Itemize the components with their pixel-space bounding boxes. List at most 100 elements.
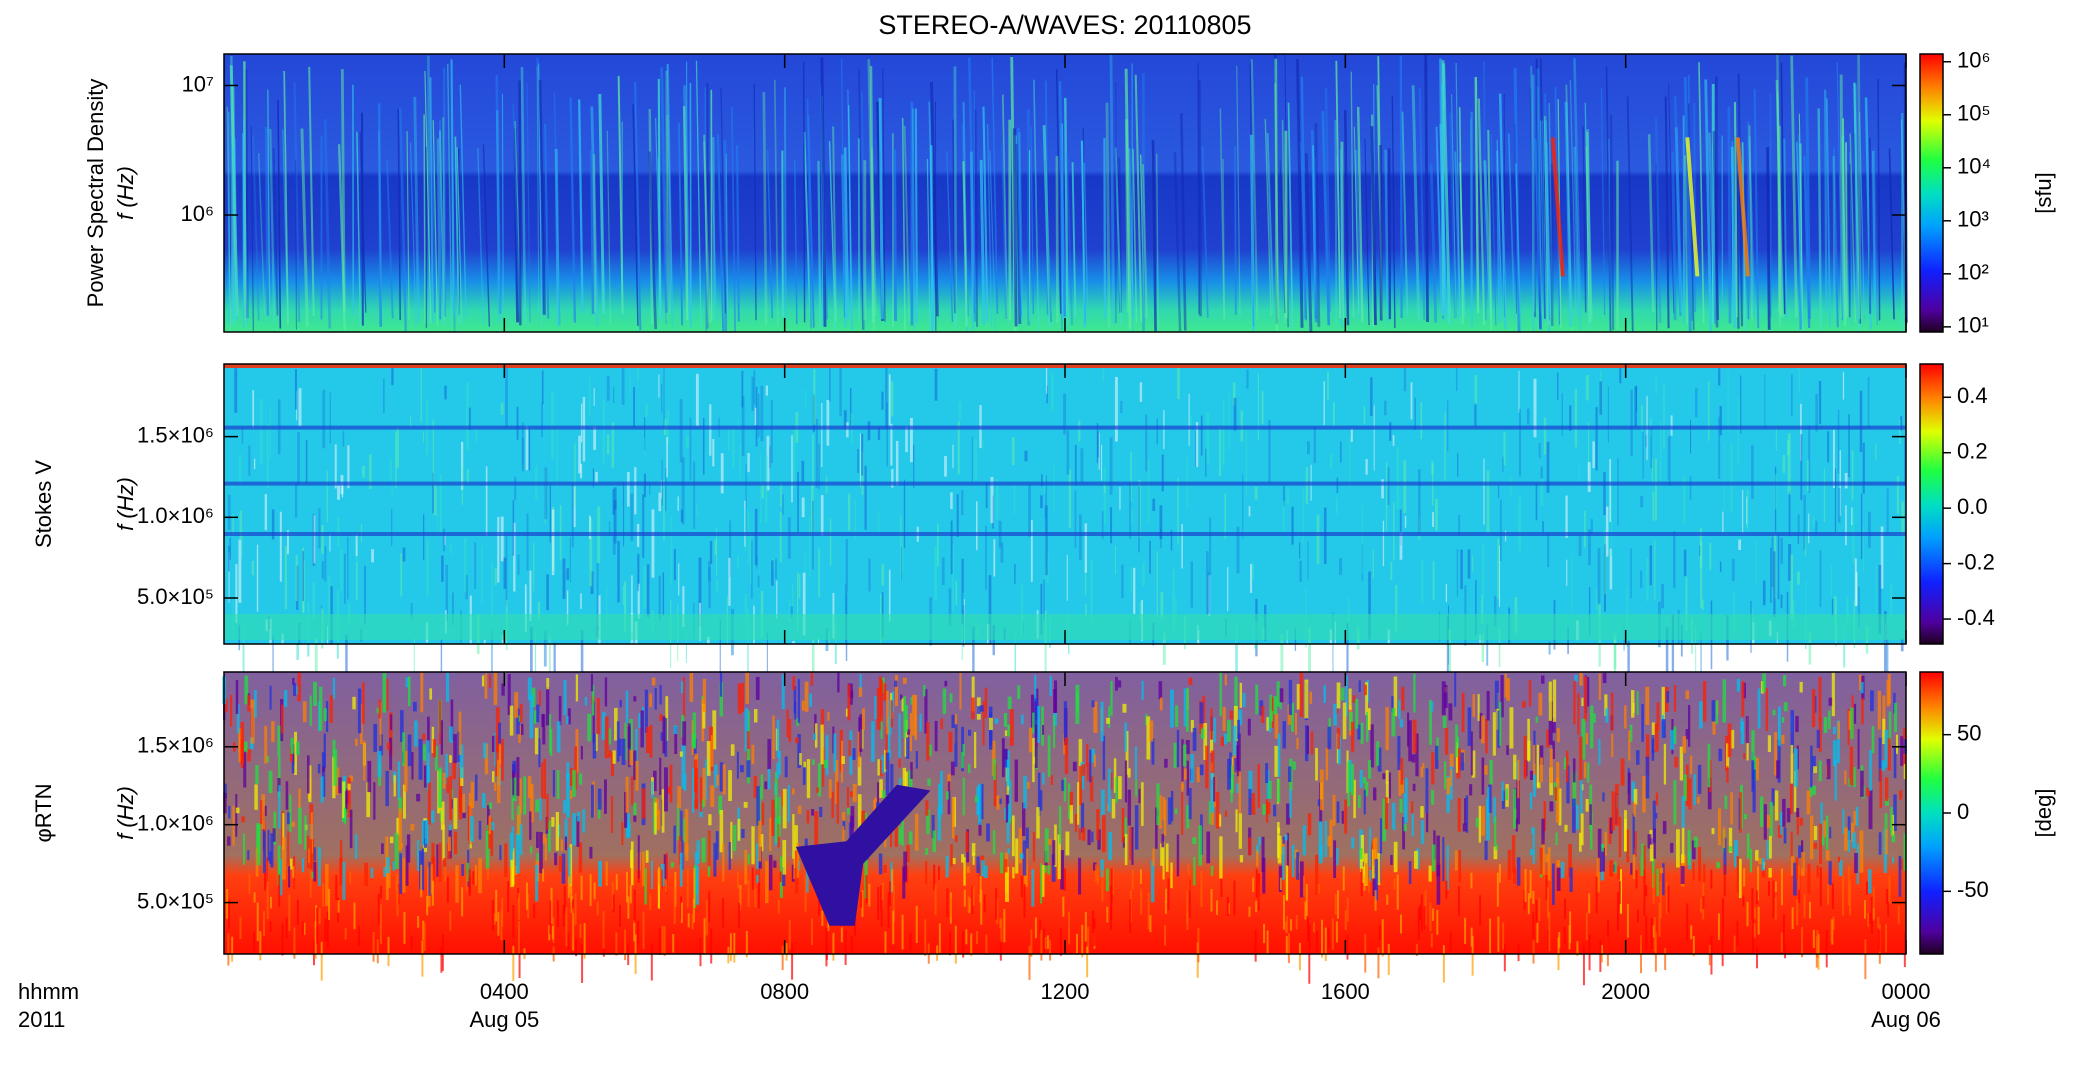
streak (1454, 151, 1462, 317)
streak (1693, 103, 1697, 313)
x-axis-label: 2011 (18, 1007, 65, 1032)
y-tick-label: 1.5×10⁶ (137, 422, 214, 447)
streak (512, 103, 521, 315)
streak (1324, 87, 1331, 313)
streak (427, 55, 431, 323)
streak (399, 107, 407, 331)
colorbar-tick-label: 10³ (1957, 207, 1989, 232)
streak (424, 71, 432, 324)
streak (1134, 74, 1143, 322)
streak (1304, 153, 1313, 332)
streak (1609, 114, 1615, 331)
streak (477, 148, 485, 326)
streak (1817, 108, 1822, 330)
streak (359, 132, 367, 313)
streak (1017, 127, 1023, 317)
streak (1065, 152, 1074, 326)
streak (666, 63, 673, 314)
colorbar-tick-label: -0.4 (1957, 605, 1995, 630)
streak (1569, 80, 1577, 318)
streak (901, 118, 906, 330)
streak (704, 87, 707, 332)
streak (682, 106, 689, 321)
streak (695, 60, 702, 329)
streak (847, 89, 854, 330)
streak (1356, 107, 1364, 322)
streak (293, 82, 301, 323)
streak (250, 126, 254, 331)
streak (1859, 112, 1865, 321)
streak (1564, 101, 1573, 327)
streak (1080, 140, 1087, 326)
streak (1033, 79, 1040, 332)
y-tick-label: 1.5×10⁶ (137, 733, 214, 758)
streak (1507, 133, 1516, 319)
streak (1353, 126, 1360, 315)
streak (1197, 62, 1200, 315)
streak (1105, 102, 1111, 328)
streak (456, 147, 463, 324)
streak (689, 83, 692, 329)
streak (1674, 127, 1683, 313)
streak (1156, 153, 1159, 328)
streak (1424, 55, 1429, 323)
streak (1114, 147, 1123, 326)
streak (1448, 112, 1458, 319)
streak (1370, 126, 1377, 326)
streak (1684, 155, 1689, 325)
x-tick-label: 0000 (1882, 979, 1931, 1004)
streak (450, 59, 455, 316)
streak (914, 108, 919, 324)
streak (1340, 141, 1345, 321)
streak (1539, 58, 1546, 319)
streak (929, 145, 934, 332)
streak (710, 137, 718, 321)
x-tick-label: 0400 (480, 979, 529, 1004)
streak (1435, 126, 1443, 314)
streak (554, 148, 560, 327)
spectrogram-texture (224, 364, 1906, 713)
y-axis-label: Power Spectral Density (83, 79, 108, 308)
streak (386, 160, 394, 319)
streak (429, 77, 434, 323)
streak (1055, 155, 1059, 323)
y-tick-label: 1.0×10⁶ (137, 503, 214, 528)
x-tick-label: 2000 (1601, 979, 1650, 1004)
streak (1685, 137, 1700, 277)
streak (1654, 117, 1662, 324)
streak (1796, 141, 1803, 326)
streak (903, 125, 911, 321)
streak (1683, 76, 1692, 332)
colorbar (1919, 53, 1944, 333)
streak (911, 108, 916, 331)
colorbar-tick-label: 10⁵ (1957, 101, 1991, 126)
streak (283, 71, 289, 325)
x-tick-date: Aug 06 (1871, 1007, 1941, 1032)
y-axis-label: f (Hz) (113, 477, 138, 531)
streak (269, 128, 276, 323)
colorbar-tick-label: 10⁴ (1957, 154, 1991, 179)
streak (893, 149, 897, 322)
streak (258, 153, 266, 317)
streak (1704, 79, 1713, 332)
streak (1487, 129, 1493, 331)
streak (982, 106, 989, 322)
streak (1783, 138, 1788, 318)
streak (1730, 146, 1737, 329)
y-tick-label: 10⁶ (180, 201, 214, 226)
streak (762, 92, 768, 325)
colorbar-tick-label: 0.2 (1957, 439, 1988, 464)
streak (409, 142, 417, 327)
streak (1753, 88, 1760, 329)
streak (1132, 148, 1138, 323)
streak (1585, 146, 1590, 323)
streak (991, 57, 999, 314)
streak (1805, 77, 1811, 319)
y-tick-label: 5.0×10⁵ (137, 888, 214, 913)
streak (678, 122, 683, 326)
streak (520, 66, 527, 324)
streak (820, 57, 827, 327)
streak (1103, 137, 1107, 319)
streak (252, 134, 260, 321)
chart-title: STEREO-A/WAVES: 20110805 (878, 10, 1251, 40)
